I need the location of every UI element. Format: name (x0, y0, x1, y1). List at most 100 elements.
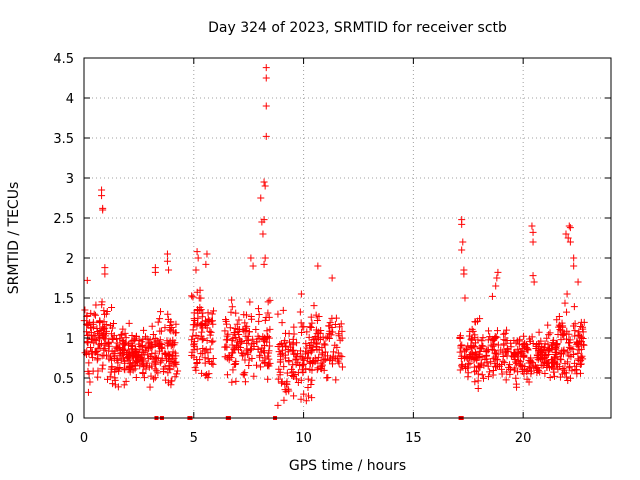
data-point (241, 378, 249, 386)
data-point (100, 341, 108, 349)
y-tick-label: 4 (66, 92, 74, 107)
data-point (463, 345, 471, 353)
data-point (139, 335, 147, 343)
data-point (283, 369, 291, 377)
data-point (462, 365, 470, 373)
data-point (201, 359, 209, 367)
data-point (292, 375, 300, 383)
data-point (259, 230, 267, 238)
data-point (111, 347, 119, 355)
data-point (174, 367, 182, 375)
data-point (153, 354, 161, 362)
data-point (547, 363, 555, 371)
data-point (164, 339, 172, 347)
data-point (168, 359, 176, 367)
data-point (566, 238, 574, 246)
data-point (157, 357, 165, 365)
data-point (290, 392, 298, 400)
data-point (541, 369, 549, 377)
data-point (100, 325, 108, 333)
data-point (155, 339, 163, 347)
data-point (244, 332, 252, 340)
data-point (525, 378, 533, 386)
data-point (169, 348, 177, 356)
data-point (85, 359, 93, 367)
data-point (261, 182, 269, 190)
data-point (511, 352, 519, 360)
data-point (575, 346, 583, 354)
data-point (471, 331, 479, 339)
data-point (276, 371, 284, 379)
y-tick-label: 2.5 (53, 212, 74, 227)
data-point (541, 340, 549, 348)
data-point (308, 319, 316, 327)
data-point (264, 375, 272, 383)
data-point (264, 361, 272, 369)
data-point (304, 375, 312, 383)
data-point (151, 374, 159, 382)
data-point (467, 343, 475, 351)
data-point (537, 337, 545, 345)
data-point (300, 356, 308, 364)
data-point (156, 327, 164, 335)
data-point (188, 336, 196, 344)
data-point (223, 320, 231, 328)
data-point (471, 318, 479, 326)
data-point (332, 376, 340, 384)
data-point (169, 352, 177, 360)
data-point (222, 343, 230, 351)
data-point (338, 327, 346, 335)
data-point (297, 319, 305, 327)
data-point (132, 348, 140, 356)
data-point (281, 351, 289, 359)
data-point (335, 332, 343, 340)
data-point (248, 354, 256, 362)
data-point (151, 268, 159, 276)
data-point (559, 322, 567, 330)
data-point (154, 318, 162, 326)
data-point (320, 366, 328, 374)
data-point (232, 377, 240, 385)
data-point (96, 317, 104, 325)
data-point (553, 348, 561, 356)
data-point (306, 342, 314, 350)
data-point (575, 328, 583, 336)
data-point (170, 341, 178, 349)
data-point (527, 354, 535, 362)
data-point (264, 332, 272, 340)
data-point (578, 333, 586, 341)
data-point (198, 321, 206, 329)
data-point (526, 337, 534, 345)
data-point (101, 270, 109, 278)
data-point (260, 349, 268, 357)
data-point (120, 365, 128, 373)
data-point (136, 346, 144, 354)
data-point (94, 373, 102, 381)
data-point (577, 322, 585, 330)
data-point (529, 228, 537, 236)
data-point (120, 347, 128, 355)
data-point (309, 343, 317, 351)
data-point (302, 340, 310, 348)
data-point (545, 331, 553, 339)
data-point (492, 282, 500, 290)
data-point (580, 318, 588, 326)
data-point (476, 363, 484, 371)
data-point (458, 362, 466, 370)
data-point (241, 369, 249, 377)
data-point (468, 335, 476, 343)
data-point (504, 345, 512, 353)
data-point (188, 292, 196, 300)
data-point (274, 375, 282, 383)
data-point (476, 315, 484, 323)
y-tick-label: 3.5 (53, 132, 74, 147)
data-point (241, 356, 249, 364)
data-point (326, 319, 334, 327)
data-point (147, 344, 155, 352)
data-point (115, 367, 123, 375)
data-point (127, 365, 135, 373)
data-point (484, 362, 492, 370)
data-point (90, 310, 98, 318)
data-point (105, 338, 113, 346)
plot-frame (83, 57, 612, 419)
